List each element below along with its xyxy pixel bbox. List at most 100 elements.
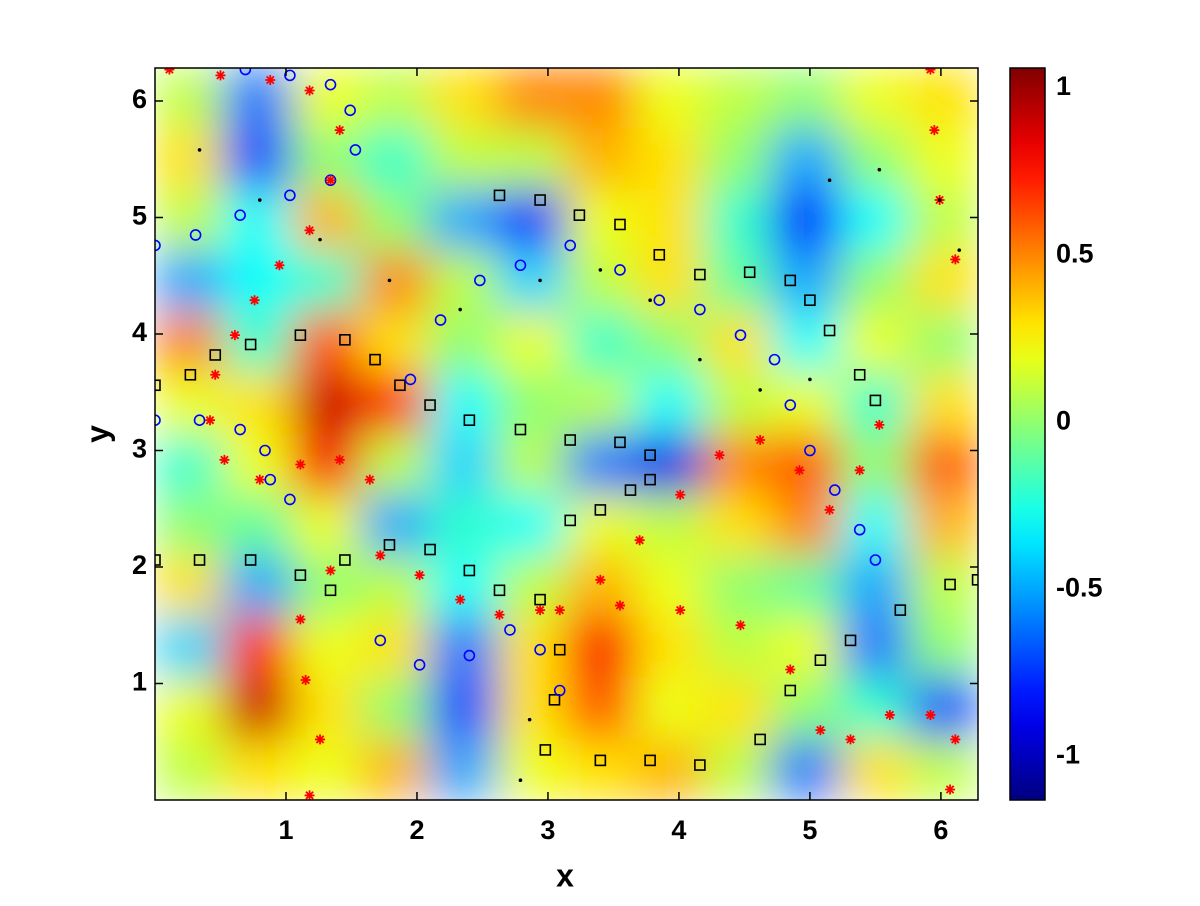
asterisk-marker (295, 459, 306, 470)
field-cell (908, 677, 978, 740)
circle-marker (504, 624, 516, 636)
field-cell (634, 189, 705, 252)
x-tick-label: 4 (671, 815, 686, 845)
dot-marker (698, 357, 702, 362)
field-cell (291, 372, 362, 435)
field-cell (566, 738, 636, 800)
circle-marker (259, 444, 271, 457)
circle-marker (829, 484, 841, 496)
square-marker (644, 754, 656, 767)
field-cell (703, 128, 773, 191)
dot-marker (538, 278, 542, 283)
circle-marker (694, 303, 706, 316)
asterisk-marker (304, 790, 315, 800)
asterisk-marker (205, 415, 216, 426)
field-cell (497, 738, 567, 800)
field-cell (291, 677, 362, 740)
square-marker (514, 423, 527, 436)
field-cell (840, 311, 910, 374)
asterisk-marker (364, 474, 375, 485)
field-cell (497, 250, 567, 313)
field-cell (155, 555, 225, 618)
field-cell (908, 494, 978, 557)
dot-marker (937, 198, 942, 202)
field-cell (908, 555, 978, 618)
field-cell (771, 250, 842, 313)
asterisk-marker (675, 489, 686, 500)
circle-marker (463, 649, 476, 662)
field-cell (771, 555, 842, 618)
field-cell (155, 738, 225, 800)
field-cell (634, 128, 705, 191)
field-cell (566, 250, 636, 313)
field-cell (634, 555, 705, 618)
circle-marker (653, 294, 666, 307)
square-marker (369, 353, 381, 366)
field-cell (771, 494, 842, 557)
field-cell (155, 494, 225, 557)
square-marker (534, 593, 546, 606)
field-cell (634, 677, 705, 740)
field-cell (566, 433, 636, 496)
field-cell (703, 311, 773, 374)
circle-marker (784, 399, 797, 411)
square-marker (209, 349, 222, 361)
field-cell (840, 250, 910, 313)
square-marker (424, 399, 436, 411)
field-cell (771, 311, 842, 374)
asterisk-marker (164, 68, 175, 75)
field-cell (428, 128, 499, 191)
circle-marker (734, 329, 747, 341)
circle-marker (155, 239, 161, 252)
dot-marker (758, 388, 762, 392)
field-cell (291, 189, 362, 252)
square-marker (193, 554, 206, 566)
square-marker (564, 514, 577, 527)
trajectories (155, 68, 978, 800)
square-marker (339, 334, 351, 346)
field-cell (566, 311, 636, 374)
square-marker (539, 744, 552, 756)
circle-marker (189, 229, 202, 241)
field-cell (360, 738, 430, 800)
plot-frame (154, 67, 979, 801)
circle-marker (234, 423, 246, 436)
square-marker (644, 473, 656, 486)
dot-marker (877, 167, 882, 172)
circle-marker (413, 659, 426, 671)
colorbar-tick-label: -1 (1056, 740, 1080, 770)
field-cell (566, 372, 636, 435)
asterisk-marker (815, 725, 826, 736)
square-marker (383, 539, 396, 551)
field-cell (840, 128, 910, 191)
field-cell (497, 433, 567, 496)
field-cell (771, 433, 842, 496)
field-cell (428, 311, 499, 374)
field-cell (223, 555, 293, 618)
dot-marker (387, 278, 392, 283)
field-cell (840, 738, 910, 800)
dot-marker (648, 298, 652, 303)
x-axis-label: x (556, 857, 574, 893)
square-marker (804, 294, 816, 307)
asterisk-marker (675, 605, 686, 616)
field-cell (428, 677, 499, 740)
colorbar-tick-label: 1 (1056, 71, 1071, 101)
dot-marker (598, 268, 603, 272)
field-cell (908, 68, 978, 130)
field-cell (840, 555, 910, 618)
field-cell (428, 433, 499, 496)
field-cell (771, 677, 842, 740)
circle-marker (564, 239, 577, 252)
dot-marker (458, 307, 462, 312)
square-marker (294, 569, 307, 581)
circle-marker (553, 684, 566, 697)
field-cell (291, 250, 362, 313)
asterisk-marker (219, 454, 230, 465)
square-marker (184, 368, 197, 381)
field-cell (155, 372, 225, 435)
field-cell (908, 311, 978, 374)
dot-marker (827, 178, 832, 183)
asterisk-marker (375, 550, 386, 561)
field-cell (703, 250, 773, 313)
